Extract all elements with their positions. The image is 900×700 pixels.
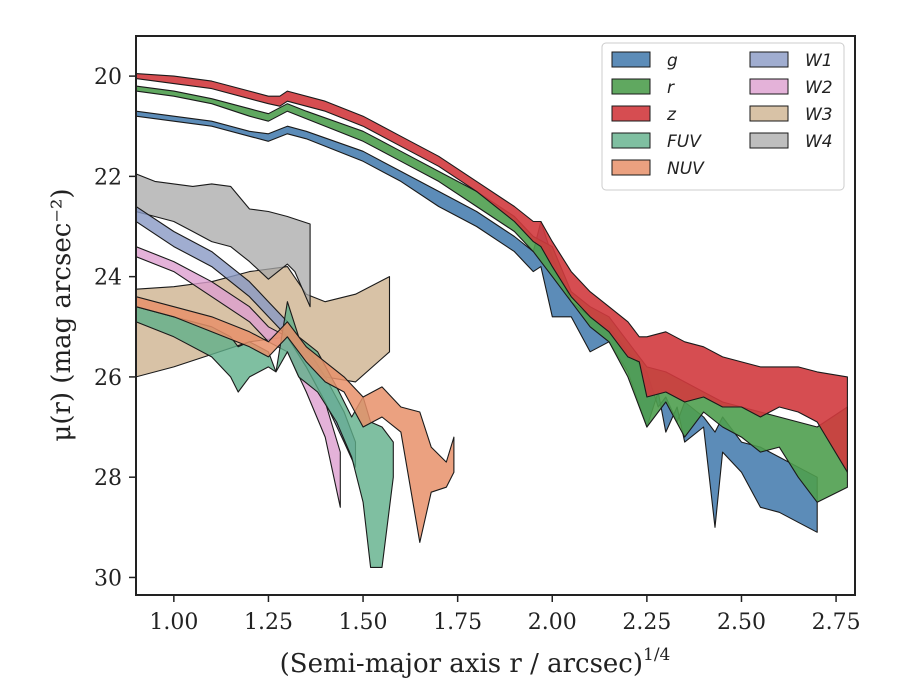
x-tick-label: 1.00 [149, 610, 198, 635]
x-tick-label: 1.75 [433, 610, 482, 635]
legend-swatch-w4 [749, 132, 789, 149]
legend-swatch-r [611, 78, 651, 95]
x-tick-label: 2.50 [717, 610, 766, 635]
legend-label-z: z [666, 105, 677, 125]
legend-swatch-z [611, 105, 651, 122]
band-g [136, 110, 818, 533]
legend-label-w1: W1 [805, 51, 833, 71]
legend-label-w3: W3 [805, 105, 833, 125]
band-w4 [136, 173, 311, 308]
x-tick-label: 1.50 [339, 610, 388, 635]
legend-swatch-w2 [749, 78, 789, 95]
legend-label-g: g [667, 51, 678, 71]
y-axis: 20 22 24 26 28 30 [94, 65, 136, 591]
band-z [136, 73, 848, 473]
bands-layer [136, 73, 848, 568]
legend: grz FUV NUV W1 W2 W3 W4 [601, 42, 845, 191]
legend-swatch-nuv [611, 159, 651, 176]
x-tick-label: 1.25 [244, 610, 293, 635]
band-nuv [136, 296, 455, 543]
y-tick-label: 22 [94, 165, 122, 190]
legend-swatch-g [611, 51, 651, 68]
legend-swatch-w1 [749, 51, 789, 68]
y-tick-label: 20 [94, 65, 122, 90]
legend-label-w2: W2 [805, 78, 833, 98]
legend-label-r: r [667, 78, 675, 98]
legend-label-w4: W4 [805, 132, 833, 152]
y-tick-label: 28 [94, 466, 122, 491]
legend-label-fuv: FUV [667, 132, 702, 152]
band-r [136, 85, 848, 503]
legend-swatch-w3 [749, 105, 789, 122]
x-axis: 1.00 1.25 1.50 1.75 2.00 2.25 2.50 2.75 [149, 595, 861, 635]
x-axis-label-exponent: 1/4 [643, 645, 670, 665]
y-axis-label: μ(r) (mag arcsec⁻²) [47, 188, 77, 441]
legend-swatch-fuv [611, 132, 651, 149]
x-axis-label-text: (Semi-major axis r / arcsec) [280, 649, 643, 679]
plot-frame [135, 35, 856, 596]
y-tick-label: 26 [94, 366, 122, 391]
x-tick-label: 2.00 [528, 610, 577, 635]
y-tick-label: 30 [94, 566, 122, 591]
x-axis-label: (Semi-major axis r / arcsec)1/4 [280, 645, 671, 679]
x-tick-label: 2.75 [812, 610, 861, 635]
y-tick-label: 24 [94, 266, 122, 291]
legend-label-nuv: NUV [667, 159, 705, 179]
x-tick-label: 2.25 [622, 610, 671, 635]
